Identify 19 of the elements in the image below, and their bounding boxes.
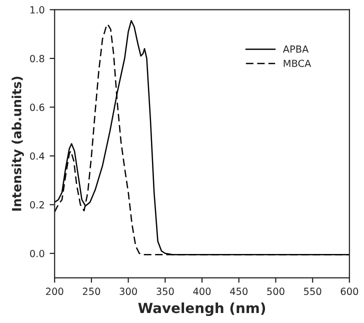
legend-label: APBA <box>282 46 309 53</box>
x-tick-label: 400 <box>193 288 211 296</box>
x-tick-label: 250 <box>82 288 100 296</box>
y-tick-label: 0.0 <box>30 250 44 258</box>
y-tick-label: 0.2 <box>30 201 44 208</box>
x-tick-label: 200 <box>46 288 64 296</box>
y-tick-label: 1.0 <box>30 6 44 14</box>
y-tick-label: 0.8 <box>30 54 44 62</box>
y-tick-label: 0.6 <box>30 104 44 112</box>
x-tick-label: 550 <box>304 288 322 296</box>
x-tick-label: 600 <box>340 288 358 296</box>
legend-label: MBCA <box>284 60 312 68</box>
y-axis-title: Intensity (ab.units) <box>12 76 24 211</box>
x-tick-label: 350 <box>156 288 174 296</box>
y-tick-label: 0.4 <box>30 152 44 160</box>
x-axis-title: Wavelengh (nm) <box>138 302 266 316</box>
x-tick-label: 300 <box>120 288 137 296</box>
x-tick-label: 500 <box>267 288 284 296</box>
x-tick-label: 450 <box>230 288 248 296</box>
